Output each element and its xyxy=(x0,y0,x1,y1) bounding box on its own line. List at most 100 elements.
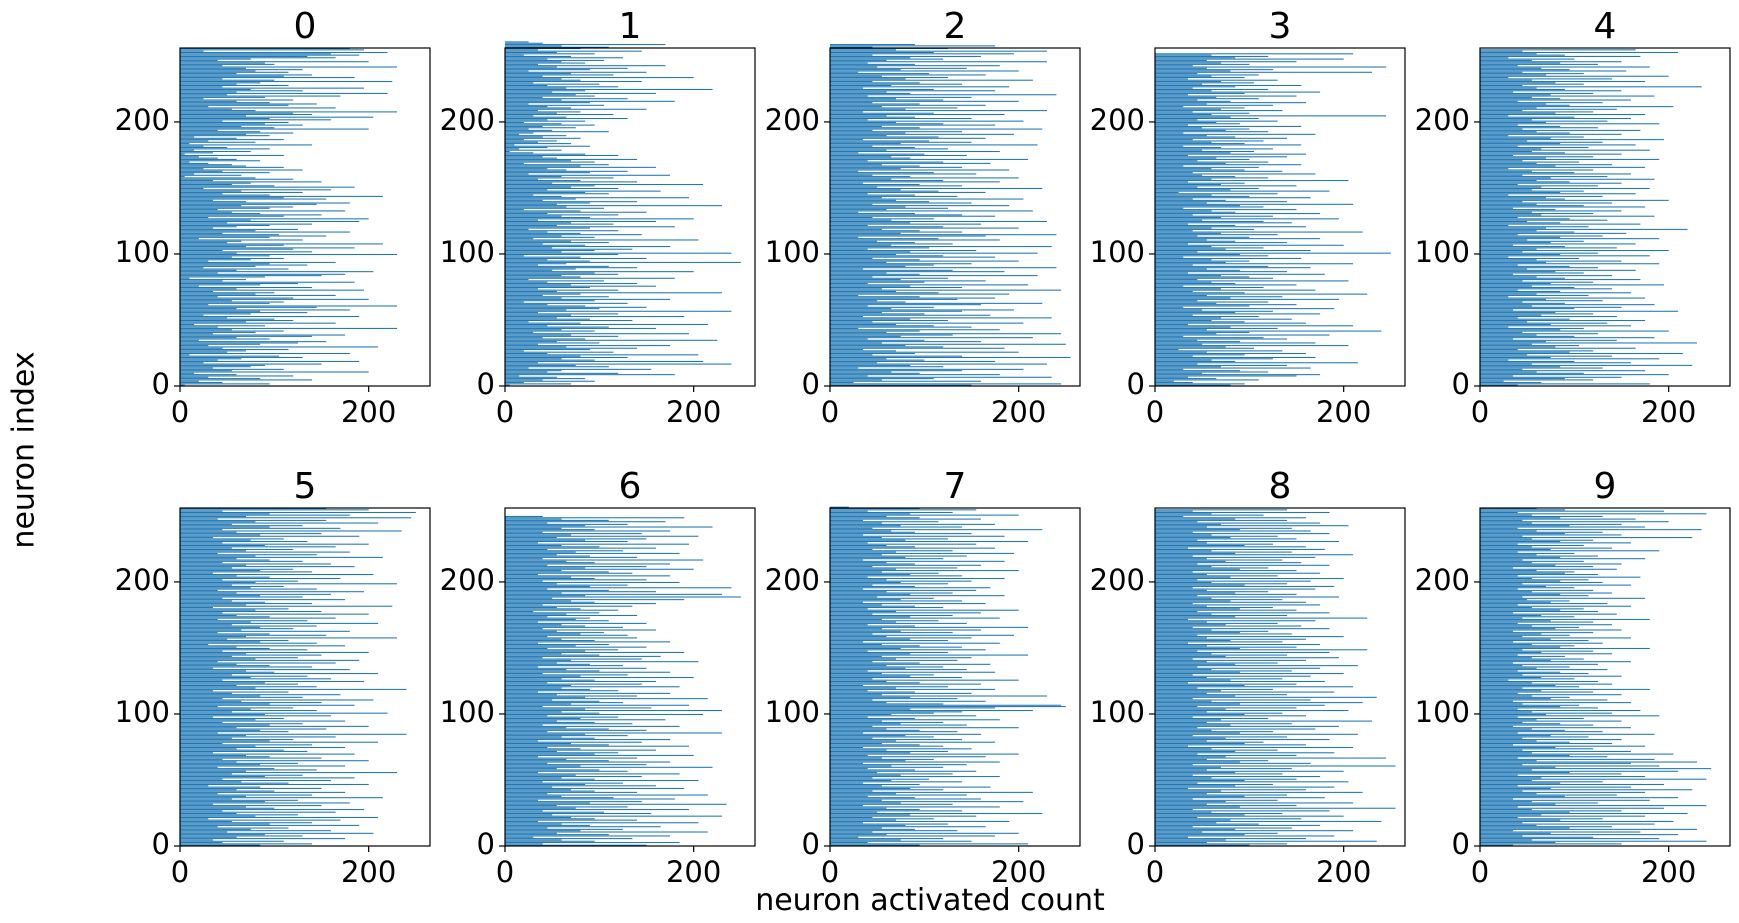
bar xyxy=(1480,797,1679,799)
bar xyxy=(1480,128,1523,130)
bar xyxy=(180,599,346,601)
bar xyxy=(830,384,972,386)
bar xyxy=(505,194,534,196)
bar xyxy=(1480,830,1514,832)
bar xyxy=(180,120,223,122)
bar xyxy=(830,777,873,779)
bar xyxy=(1480,687,1523,689)
bar xyxy=(1155,678,1283,680)
bar xyxy=(180,111,397,113)
bar xyxy=(830,694,882,696)
bar xyxy=(505,189,548,191)
bar xyxy=(180,275,322,277)
bar xyxy=(1155,174,1203,176)
bar xyxy=(505,49,539,51)
bar xyxy=(1155,82,1255,84)
bar xyxy=(180,125,242,127)
bar xyxy=(1480,264,1518,266)
bar xyxy=(505,53,595,55)
bar xyxy=(505,526,713,528)
bar xyxy=(180,649,308,651)
bar xyxy=(180,298,369,300)
bar xyxy=(505,107,572,109)
bar xyxy=(830,510,868,512)
bar xyxy=(180,342,298,344)
y-tick-label: 200 xyxy=(765,103,820,137)
bar xyxy=(180,605,393,607)
bar xyxy=(505,736,562,738)
x-tick-label: 0 xyxy=(171,855,189,889)
bar xyxy=(830,127,920,129)
bar xyxy=(830,53,1014,55)
bar xyxy=(830,683,981,685)
bar xyxy=(1155,585,1335,587)
bar xyxy=(1155,119,1198,121)
bar xyxy=(1480,836,1594,838)
bar xyxy=(505,715,548,717)
bar xyxy=(1480,554,1537,556)
bar xyxy=(830,674,934,676)
bar xyxy=(180,341,327,343)
bar xyxy=(1155,743,1245,745)
bar xyxy=(505,670,600,672)
bar xyxy=(1480,182,1622,184)
bar xyxy=(1155,823,1259,825)
bar xyxy=(830,560,1005,562)
bar xyxy=(1155,222,1292,224)
bar xyxy=(505,682,548,684)
bar xyxy=(1155,219,1203,221)
bar xyxy=(1480,271,1556,273)
x-tick-label: 200 xyxy=(666,855,721,889)
bar xyxy=(505,816,572,819)
bar xyxy=(505,190,661,192)
bar xyxy=(505,523,628,525)
bar xyxy=(1155,727,1198,729)
bar xyxy=(830,805,864,807)
bar xyxy=(1480,256,1509,258)
bar xyxy=(830,609,1019,611)
bar xyxy=(1480,99,1631,101)
bar xyxy=(1155,154,1189,157)
bar xyxy=(1155,285,1184,287)
bar xyxy=(830,782,864,784)
bar xyxy=(180,240,242,242)
bar xyxy=(830,552,1014,554)
bar xyxy=(505,133,520,135)
bar xyxy=(1155,310,1273,312)
bar xyxy=(830,352,915,355)
bar xyxy=(1155,645,1207,647)
bar xyxy=(1155,638,1306,640)
bar xyxy=(1155,170,1283,172)
bar xyxy=(1155,240,1236,242)
bar xyxy=(180,630,350,632)
bar xyxy=(505,144,515,146)
bar xyxy=(1155,805,1297,807)
bar xyxy=(1155,600,1231,602)
bar xyxy=(1480,768,1712,770)
bar xyxy=(1155,622,1278,624)
bar xyxy=(180,706,218,708)
bar xyxy=(505,137,581,139)
bar xyxy=(505,337,543,339)
x-tick-label: 0 xyxy=(821,855,839,889)
bar xyxy=(1480,193,1636,195)
bar xyxy=(830,62,868,64)
bar xyxy=(180,679,223,681)
bar xyxy=(180,783,369,786)
bar xyxy=(505,148,520,150)
bar xyxy=(1155,197,1311,199)
bar xyxy=(505,643,609,646)
bar xyxy=(1480,637,1631,639)
bar xyxy=(505,309,567,311)
bar xyxy=(180,360,360,362)
bar xyxy=(180,814,298,816)
bar xyxy=(1480,626,1580,628)
bar xyxy=(1155,575,1278,577)
bar xyxy=(1480,733,1655,735)
bar xyxy=(1155,625,1302,627)
bar xyxy=(1480,327,1584,329)
bar xyxy=(830,691,915,693)
bar xyxy=(830,665,887,667)
bar xyxy=(505,752,619,754)
bar xyxy=(830,157,911,159)
